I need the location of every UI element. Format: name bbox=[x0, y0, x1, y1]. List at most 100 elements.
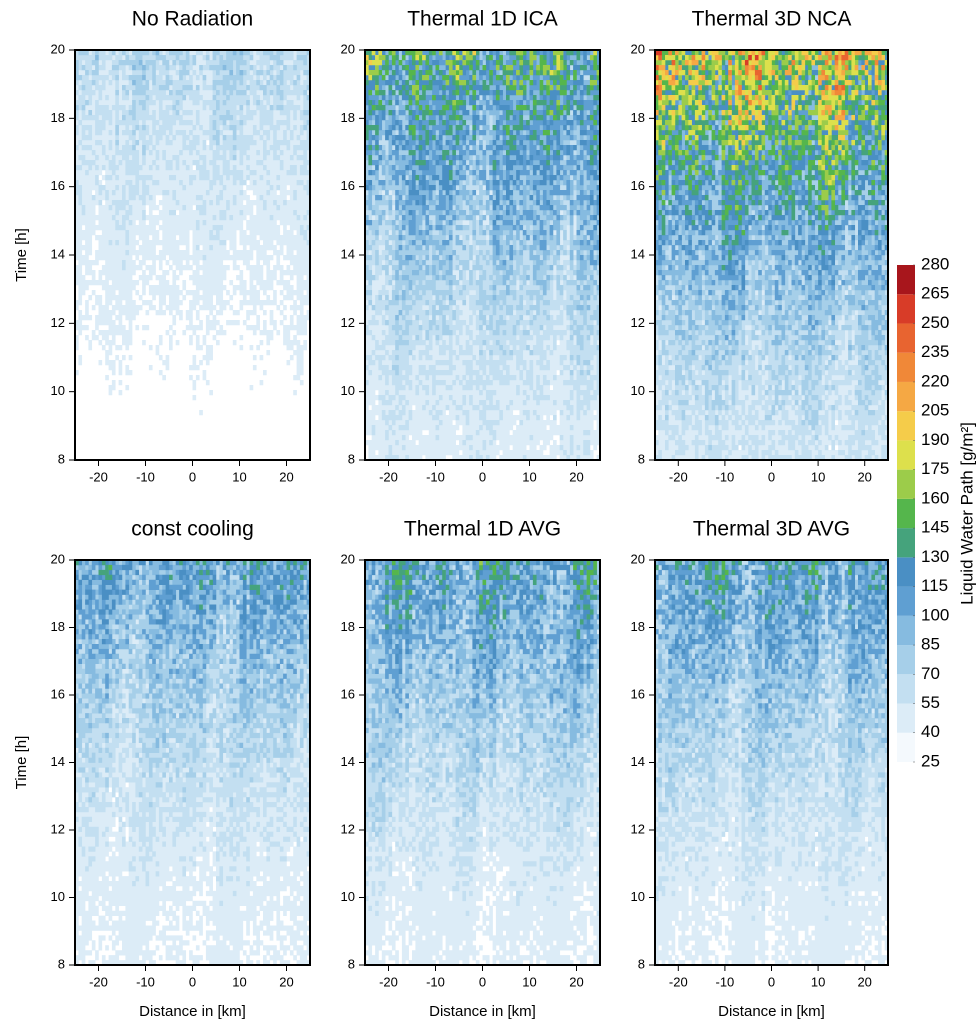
field-texture bbox=[391, 560, 597, 605]
y-tick-label: 20 bbox=[631, 41, 645, 56]
field-texture bbox=[365, 50, 601, 181]
field-texture bbox=[655, 50, 889, 271]
y-tick-label: 14 bbox=[631, 246, 645, 261]
field-texture bbox=[75, 560, 311, 808]
colorbar-segment bbox=[897, 732, 915, 762]
field-texture bbox=[365, 50, 601, 266]
colorbar-tick-label: 55 bbox=[921, 693, 940, 712]
field-texture bbox=[365, 560, 601, 842]
panel-title: Thermal 1D ICA bbox=[407, 8, 558, 31]
y-tick-label: 18 bbox=[341, 110, 355, 125]
y-tick-label: 12 bbox=[341, 821, 355, 836]
colorbar-segment bbox=[897, 265, 915, 295]
panel-title: Thermal 1D AVG bbox=[404, 518, 561, 541]
field-texture bbox=[365, 50, 601, 231]
y-tick-label: 14 bbox=[341, 246, 355, 261]
field-texture bbox=[655, 560, 889, 832]
x-tick-label: 10 bbox=[522, 974, 536, 989]
y-tick-label: 18 bbox=[51, 110, 65, 125]
field-texture bbox=[655, 560, 889, 773]
x-tick-label: -10 bbox=[716, 974, 735, 989]
x-tick-label: 20 bbox=[857, 974, 871, 989]
y-tick-label: 16 bbox=[631, 686, 645, 701]
y-tick-label: 10 bbox=[631, 889, 645, 904]
x-tick-label: 10 bbox=[232, 974, 246, 989]
colorbar-tick-label: 160 bbox=[921, 488, 949, 507]
y-tick-label: 18 bbox=[631, 619, 645, 634]
x-tick-label: -10 bbox=[136, 469, 155, 484]
y-tick-label: 14 bbox=[51, 246, 65, 261]
panel-title: No Radiation bbox=[132, 8, 253, 31]
y-tick-label: 8 bbox=[348, 956, 355, 971]
colorbar-tick-label: 205 bbox=[921, 401, 949, 420]
x-tick-label: 20 bbox=[569, 974, 583, 989]
x-tick-label: 20 bbox=[569, 469, 583, 484]
x-tick-label: 10 bbox=[522, 469, 536, 484]
field-texture bbox=[75, 560, 311, 748]
x-tick-label: -20 bbox=[89, 974, 108, 989]
x-tick-label: 20 bbox=[279, 469, 293, 484]
x-tick-label: 20 bbox=[857, 469, 871, 484]
y-tick-label: 12 bbox=[51, 821, 65, 836]
colorbar-tick-label: 85 bbox=[921, 635, 940, 654]
x-tick-label: 10 bbox=[232, 469, 246, 484]
colorbar-tick-label: 115 bbox=[921, 576, 948, 595]
colorbar-segment bbox=[897, 586, 915, 616]
colorbar-tick-label: 40 bbox=[921, 722, 940, 741]
y-tick-label: 18 bbox=[341, 619, 355, 634]
field-texture bbox=[365, 50, 601, 321]
y-tick-label: 14 bbox=[51, 754, 65, 769]
colorbar-tick-label: 265 bbox=[921, 284, 949, 303]
panel-title: const cooling bbox=[131, 518, 254, 541]
y-tick-label: 8 bbox=[58, 956, 65, 971]
y-tick-label: 12 bbox=[631, 821, 645, 836]
colorbar-label: Liquid Water Path [g/m²] bbox=[957, 422, 976, 605]
field-texture bbox=[655, 55, 889, 341]
colorbar-tick-label: 145 bbox=[921, 518, 949, 537]
y-tick-label: 8 bbox=[348, 451, 355, 466]
y-tick-label: 20 bbox=[341, 41, 355, 56]
y-tick-label: 12 bbox=[51, 315, 65, 330]
x-tick-label: 0 bbox=[768, 974, 775, 989]
x-tick-label: -20 bbox=[669, 974, 688, 989]
y-tick-label: 10 bbox=[51, 383, 65, 398]
colorbar-tick-label: 220 bbox=[921, 371, 949, 390]
x-tick-label: 0 bbox=[479, 469, 486, 484]
field-texture bbox=[655, 50, 889, 216]
field-texture bbox=[655, 50, 885, 151]
field-texture bbox=[365, 50, 597, 81]
field-texture bbox=[655, 50, 759, 66]
colorbar-segment bbox=[897, 498, 915, 529]
x-axis-label: Distance in [km] bbox=[139, 1003, 246, 1020]
field-texture bbox=[655, 50, 889, 236]
colorbar-tick-label: 70 bbox=[921, 664, 940, 683]
y-tick-label: 20 bbox=[631, 551, 645, 566]
y-tick-label: 20 bbox=[51, 41, 65, 56]
y-tick-label: 16 bbox=[51, 178, 65, 193]
y-tick-label: 8 bbox=[638, 956, 645, 971]
colorbar-tick-label: 280 bbox=[921, 254, 949, 273]
field-texture bbox=[75, 50, 311, 161]
colorbar-tick-label: 250 bbox=[921, 313, 949, 332]
panel-title: Thermal 3D AVG bbox=[693, 518, 850, 541]
colorbar-tick-label: 175 bbox=[921, 459, 949, 478]
y-tick-label: 12 bbox=[631, 315, 645, 330]
x-tick-label: 10 bbox=[811, 469, 825, 484]
colorbar-segment bbox=[897, 674, 915, 704]
colorbar-segment bbox=[897, 440, 915, 470]
y-tick-label: 12 bbox=[341, 315, 355, 330]
field-texture bbox=[365, 50, 601, 376]
field-texture bbox=[655, 560, 885, 620]
colorbar-segment bbox=[897, 381, 915, 412]
colorbar-segment bbox=[897, 615, 915, 646]
colorbar-segment bbox=[897, 352, 915, 382]
field-texture bbox=[365, 65, 601, 461]
y-tick-label: 18 bbox=[631, 110, 645, 125]
field-texture bbox=[655, 560, 889, 684]
x-tick-label: 20 bbox=[279, 974, 293, 989]
x-tick-label: 0 bbox=[768, 469, 775, 484]
field-texture bbox=[655, 50, 889, 291]
x-tick-label: 10 bbox=[811, 974, 825, 989]
field-texture bbox=[655, 560, 889, 714]
